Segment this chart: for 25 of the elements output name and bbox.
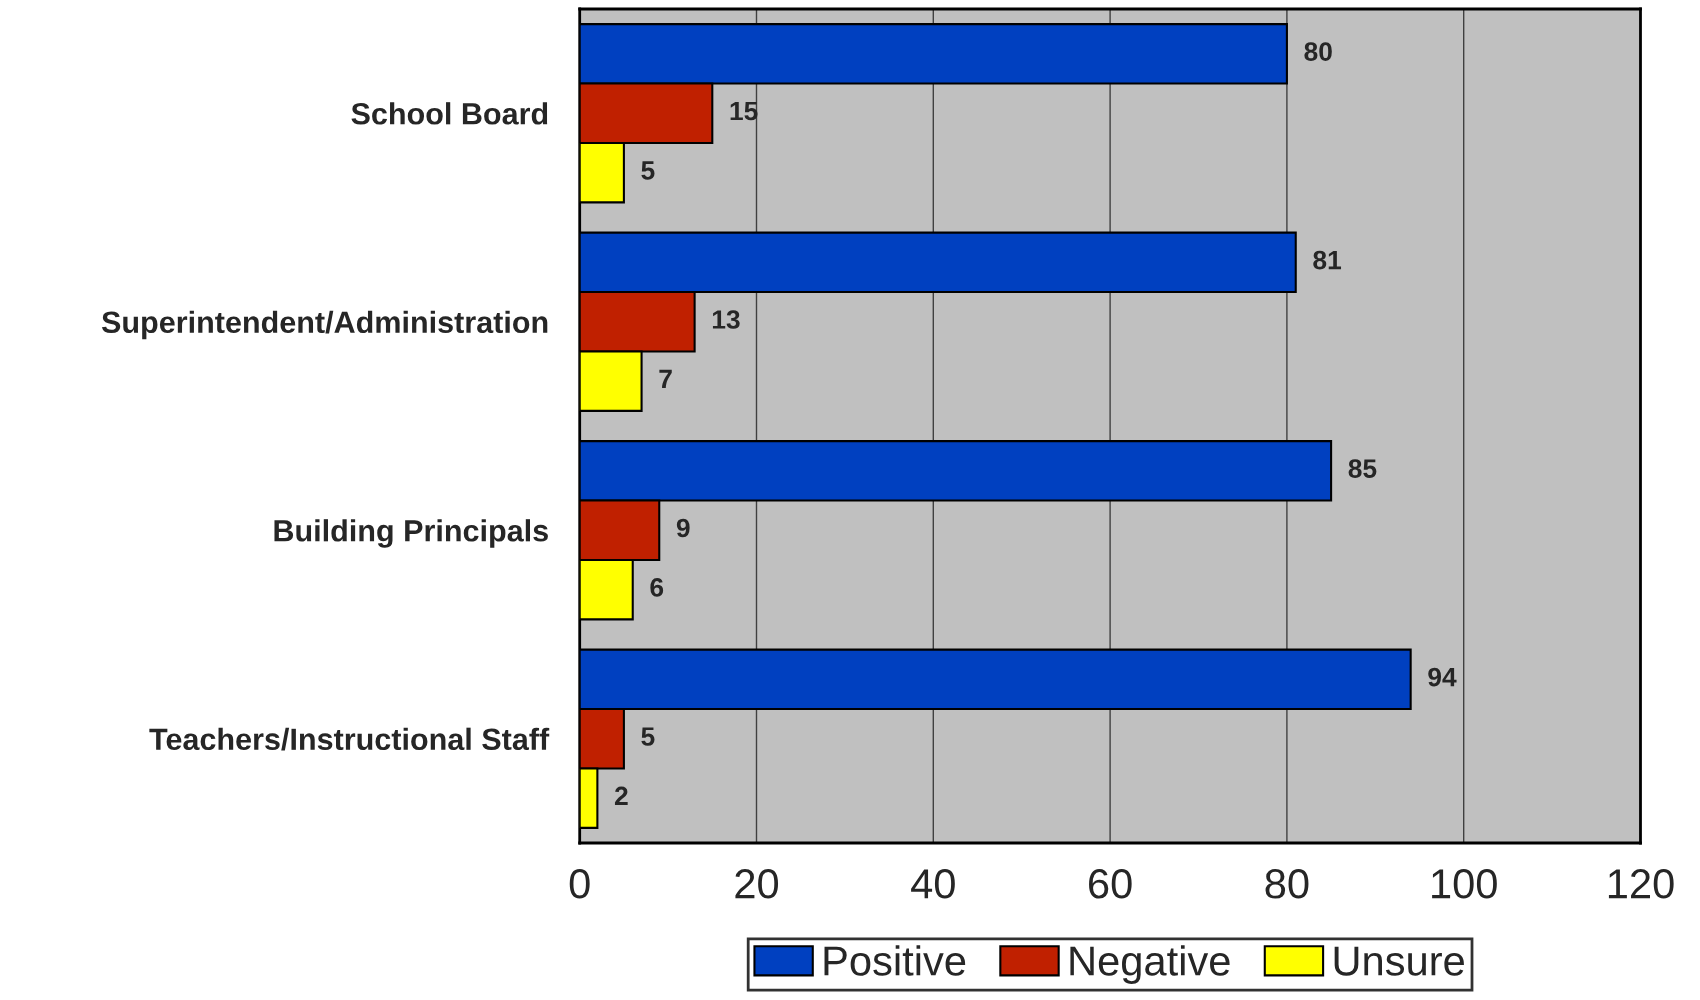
x-tick-label: 40 xyxy=(911,869,955,899)
legend-label: Negative xyxy=(1070,945,1230,984)
x-tick-label: 60 xyxy=(1089,869,1132,899)
data-label: 5 xyxy=(641,727,655,746)
data-label: 5 xyxy=(641,161,655,180)
x-tick-label: 0 xyxy=(569,869,590,899)
data-label: 81 xyxy=(1313,250,1342,270)
data-label: 13 xyxy=(712,310,740,329)
data-label: 6 xyxy=(650,578,664,597)
y-tick-label: Teachers/Instructional Staff xyxy=(149,727,550,751)
y-tick-label: Building Principals xyxy=(274,519,548,548)
x-tick-label: 120 xyxy=(1608,869,1674,899)
y-tick-label: Superintendent/Administration xyxy=(101,310,548,340)
x-tick-label: 100 xyxy=(1432,869,1497,899)
x-tick-label: 20 xyxy=(735,869,779,899)
data-label: 94 xyxy=(1428,667,1457,687)
data-label: 85 xyxy=(1348,459,1377,478)
legend-label: Unsure xyxy=(1334,946,1464,976)
data-label: 80 xyxy=(1304,42,1332,61)
legend-label: Positive xyxy=(824,945,966,976)
data-label: 7 xyxy=(659,369,672,388)
y-tick-label: School Board xyxy=(351,102,548,125)
data-label: 9 xyxy=(676,518,690,538)
data-label: 2 xyxy=(614,786,628,805)
x-tick-label: 80 xyxy=(1265,869,1309,899)
